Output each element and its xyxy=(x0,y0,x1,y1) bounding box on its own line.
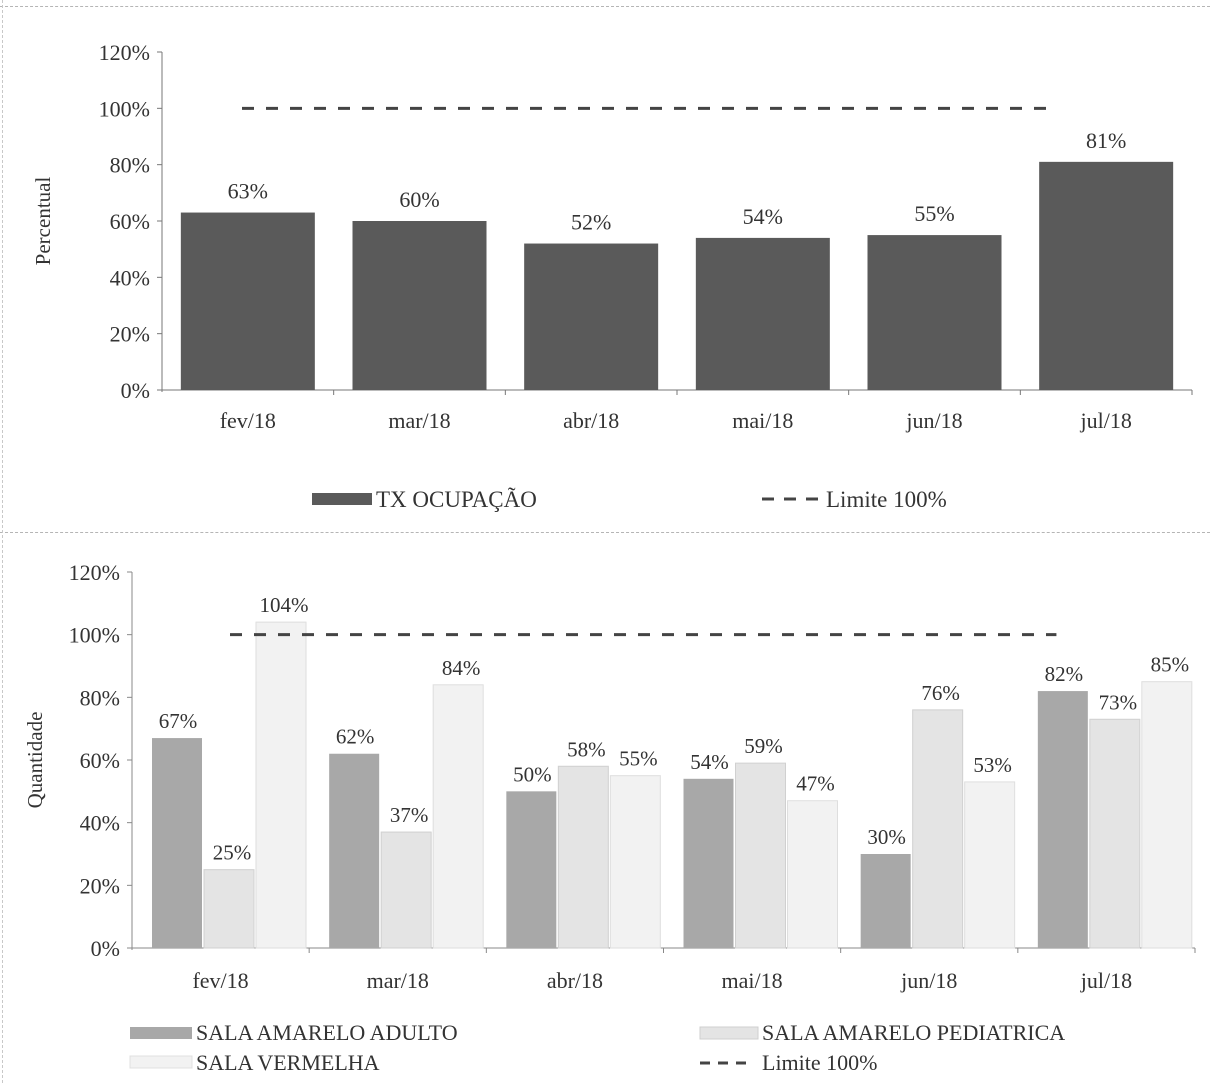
top-border xyxy=(0,6,1210,7)
occupancy-bar-mar-18 xyxy=(352,221,487,390)
occupancy-value-label: 60% xyxy=(399,187,439,212)
y-tick-label: 80% xyxy=(110,153,150,178)
legend-swatch-tx-ocupacao xyxy=(312,493,372,505)
legend-label-tx-ocupacao: TX OCUPAÇÃO xyxy=(376,487,537,512)
sala-vermelha-value-label: 53% xyxy=(973,753,1012,777)
legend-label-sala-amarelo-adulto: SALA AMARELO ADULTO xyxy=(196,1020,458,1045)
sala-vermelha-value-label: 84% xyxy=(442,656,481,680)
occupancy-rate-chart: 0% 20% 40% 60% 80% 100% 120% Percentual 63% fev/1… xyxy=(0,0,1210,530)
sala-vermelha-bar-jul-18 xyxy=(1141,681,1193,949)
legend-swatch-sala-amarelo-pediatrica xyxy=(699,1026,759,1040)
sala-amarelo-pediatrica-value-label: 59% xyxy=(744,734,783,758)
x-tick-label: abr/18 xyxy=(563,408,619,433)
sala-vermelha-bar-fev-18 xyxy=(255,621,307,949)
sala-amarelo-pediatrica-value-label: 76% xyxy=(921,681,960,705)
y-tick-label: 60% xyxy=(110,209,150,234)
sala-amarelo-pediatrica-bar-fev-18 xyxy=(203,869,255,949)
sala-amarelo-pediatrica-value-label: 58% xyxy=(567,737,606,761)
x-tick-label: mar/18 xyxy=(388,408,450,433)
rooms-occupancy-svg: 0% 20% 40% 60% 80% 100% 120% Quantidade 67% 25% 10… xyxy=(23,560,1196,1075)
y-tick-label: 0% xyxy=(121,378,150,403)
y-tick-label: 100% xyxy=(69,623,120,648)
sala-amarelo-adulto-bar-mar-18 xyxy=(329,753,380,948)
sala-amarelo-pediatrica-value-label: 73% xyxy=(1099,690,1138,714)
occupancy-bar-jul-18 xyxy=(1039,161,1174,390)
sala-amarelo-pediatrica-value-label: 37% xyxy=(390,803,429,827)
sala-amarelo-adulto-value-label: 82% xyxy=(1045,662,1084,686)
legend-label-sala-vermelha: SALA VERMELHA xyxy=(196,1050,380,1075)
x-tick-label: abr/18 xyxy=(547,968,603,993)
sala-amarelo-adulto-bar-abr-18 xyxy=(506,791,557,948)
sala-amarelo-pediatrica-bar-jun-18 xyxy=(912,709,964,949)
occupancy-value-label: 55% xyxy=(914,201,954,226)
sala-amarelo-adulto-value-label: 67% xyxy=(159,709,198,733)
sala-amarelo-adulto-value-label: 54% xyxy=(690,750,729,774)
sala-vermelha-value-label: 104% xyxy=(260,593,309,617)
occupancy-value-label: 81% xyxy=(1086,128,1126,153)
sala-amarelo-adulto-bar-fev-18 xyxy=(152,738,202,948)
y-tick-label: 20% xyxy=(110,322,150,347)
sala-amarelo-pediatrica-bar-abr-18 xyxy=(557,765,609,949)
sala-amarelo-pediatrica-bar-jul-18 xyxy=(1089,718,1141,949)
x-tick-label: mai/18 xyxy=(732,408,793,433)
x-tick-label: fev/18 xyxy=(220,408,276,433)
occupancy-bar-abr-18 xyxy=(524,243,659,390)
panel-divider xyxy=(0,532,1210,533)
sala-amarelo-adulto-bar-jun-18 xyxy=(860,854,911,948)
left-border xyxy=(2,0,3,1083)
x-tick-label: mai/18 xyxy=(722,968,783,993)
sala-amarelo-pediatrica-bar-mar-18 xyxy=(380,831,432,949)
x-tick-label: jul/18 xyxy=(1079,408,1131,433)
occupancy-bar-mai-18 xyxy=(695,237,830,390)
sala-vermelha-value-label: 55% xyxy=(619,747,658,771)
occupancy-value-label: 52% xyxy=(571,210,611,235)
occupancy-value-label: 63% xyxy=(228,179,268,204)
legend-swatch-sala-vermelha xyxy=(129,1055,193,1069)
x-tick-label: jun/18 xyxy=(905,408,962,433)
x-tick-label: fev/18 xyxy=(192,968,248,993)
rooms-occupancy-chart: 0% 20% 40% 60% 80% 100% 120% Quantidade 67% 25% 10… xyxy=(0,530,1210,1083)
y-tick-label: 120% xyxy=(69,560,120,585)
y-axis-title: Percentual xyxy=(31,177,55,266)
y-tick-label: 60% xyxy=(80,748,120,773)
sala-amarelo-adulto-value-label: 30% xyxy=(867,825,906,849)
occupancy-bar-jun-18 xyxy=(867,235,1002,390)
y-tick-label: 120% xyxy=(99,40,150,65)
sala-amarelo-pediatrica-value-label: 25% xyxy=(213,841,252,865)
sala-amarelo-adulto-value-label: 62% xyxy=(336,725,375,749)
sala-vermelha-value-label: 85% xyxy=(1151,653,1190,677)
sala-vermelha-bar-mar-18 xyxy=(432,684,484,949)
occupancy-bar-fev-18 xyxy=(180,212,315,390)
sala-amarelo-adulto-value-label: 50% xyxy=(513,762,552,786)
sala-vermelha-value-label: 47% xyxy=(796,772,835,796)
x-tick-label: jul/18 xyxy=(1080,968,1132,993)
sala-amarelo-adulto-bar-jul-18 xyxy=(1037,691,1088,948)
y-tick-label: 80% xyxy=(80,685,120,710)
y-axis-title: Quantidade xyxy=(23,712,47,809)
occupancy-value-label: 54% xyxy=(743,204,783,229)
sala-vermelha-bar-jun-18 xyxy=(964,781,1016,949)
sala-vermelha-bar-mai-18 xyxy=(787,800,838,949)
occupancy-rate-svg: 0% 20% 40% 60% 80% 100% 120% Percentual 63% fev/1… xyxy=(31,40,1193,512)
sala-amarelo-pediatrica-bar-mai-18 xyxy=(735,762,786,949)
y-tick-label: 40% xyxy=(110,265,150,290)
x-tick-label: mar/18 xyxy=(367,968,429,993)
legend-label-limit: Limite 100% xyxy=(762,1050,877,1075)
legend-label-sala-amarelo-pediatrica: SALA AMARELO PEDIATRICA xyxy=(762,1020,1065,1045)
legend-swatch-sala-amarelo-adulto xyxy=(130,1027,192,1039)
y-tick-label: 0% xyxy=(91,936,120,961)
legend-label-limit: Limite 100% xyxy=(826,487,947,512)
y-tick-label: 20% xyxy=(80,873,120,898)
sala-amarelo-adulto-bar-mai-18 xyxy=(683,778,734,948)
y-tick-label: 40% xyxy=(80,811,120,836)
y-tick-label: 100% xyxy=(99,96,150,121)
x-tick-label: jun/18 xyxy=(900,968,957,993)
sala-vermelha-bar-abr-18 xyxy=(609,775,661,949)
